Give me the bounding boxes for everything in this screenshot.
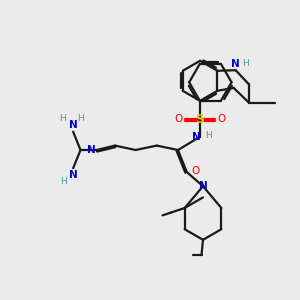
Text: H: H [205,131,212,140]
Text: N: N [69,120,77,130]
Text: H: H [60,177,67,186]
Text: N: N [199,181,207,191]
Text: H: H [243,59,249,68]
Text: S: S [196,112,205,126]
Text: N: N [87,145,96,155]
Text: N: N [192,132,201,142]
Text: O: O [175,114,183,124]
Text: O: O [217,114,225,124]
Text: N: N [69,170,77,180]
Text: H: H [77,114,84,123]
Text: N: N [231,59,240,69]
Text: H: H [59,114,66,123]
Text: O: O [191,166,199,176]
